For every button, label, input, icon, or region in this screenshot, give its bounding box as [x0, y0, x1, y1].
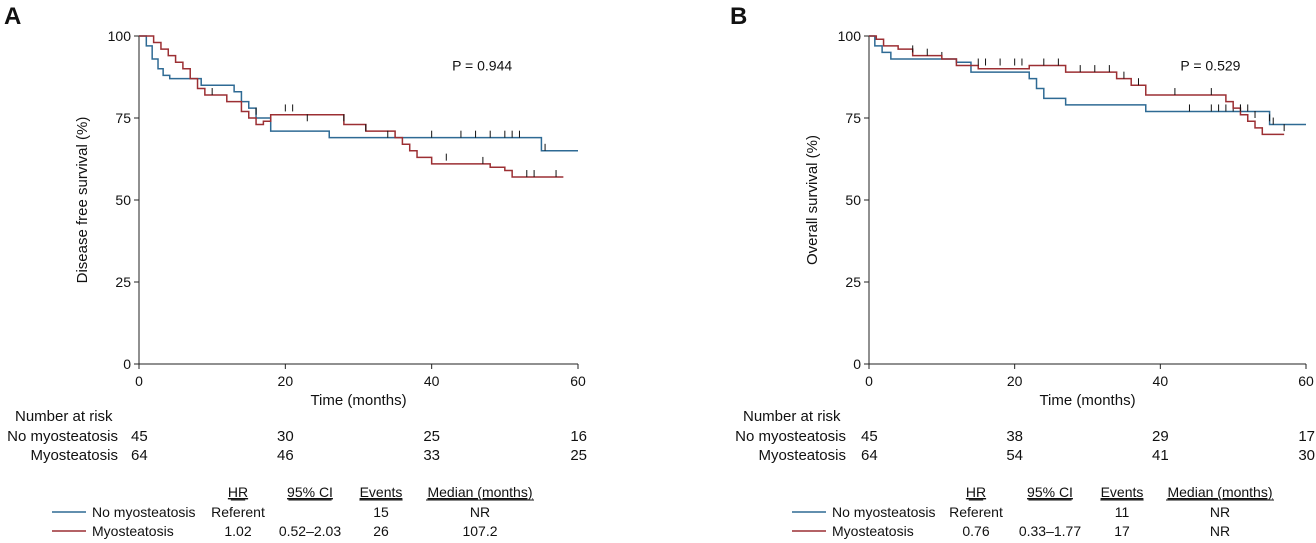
p-value: P = 0.944 — [452, 57, 512, 73]
risk-row-label: No myosteatosis — [735, 428, 846, 445]
summary-ci: 0.52–2.03 — [279, 523, 341, 539]
risk-value: 45 — [131, 428, 148, 445]
risk-value: 30 — [277, 428, 294, 445]
legend-label: Myosteatosis — [92, 523, 174, 539]
x-tick-label: 20 — [278, 373, 294, 389]
panel-letter: A — [4, 3, 21, 30]
risk-value: 41 — [1152, 447, 1169, 464]
series-line-no-myosteatosis — [869, 35, 1306, 126]
y-tick-label: 50 — [845, 192, 861, 208]
y-tick-label: 100 — [838, 28, 862, 44]
series-line-myosteatosis — [869, 35, 1285, 136]
summary-median: NR — [1210, 523, 1230, 539]
x-tick-label: 60 — [1298, 373, 1314, 389]
y-tick-label: 25 — [115, 274, 131, 290]
x-axis-label: Time (months) — [1039, 392, 1135, 409]
summary-events: 15 — [373, 504, 389, 520]
summary-ci: 0.33–1.77 — [1019, 523, 1081, 539]
y-tick-label: 75 — [115, 110, 131, 126]
summary-median: NR — [470, 504, 490, 520]
risk-value: 25 — [570, 447, 587, 464]
summary-hr: Referent — [211, 504, 265, 520]
summary-hr: Referent — [949, 504, 1003, 520]
y-tick-label: 75 — [845, 110, 861, 126]
y-axis-label: Disease free survival (%) — [74, 117, 91, 284]
y-tick-label: 0 — [123, 356, 131, 372]
y-axis-label: Overall survival (%) — [804, 135, 821, 265]
y-tick-label: 25 — [845, 274, 861, 290]
risk-row-label: Myosteatosis — [30, 447, 118, 464]
risk-value: 45 — [861, 428, 878, 445]
x-tick-label: 40 — [424, 373, 440, 389]
risk-value: 33 — [423, 447, 440, 464]
x-tick-label: 0 — [135, 373, 143, 389]
risk-row-label: Myosteatosis — [758, 447, 846, 464]
x-tick-label: 20 — [1007, 373, 1023, 389]
summary-hr: 1.02 — [224, 523, 251, 539]
risk-value: 46 — [277, 447, 294, 464]
summary-header: 95% CI — [1027, 484, 1073, 500]
risk-value: 25 — [423, 428, 440, 445]
summary-hr: 0.76 — [962, 523, 989, 539]
panel-a: A 0 25 50 75 100 0 20 40 60 Time (months) Disease f… — [4, 3, 587, 539]
summary-header: 95% CI — [287, 484, 333, 500]
series-line-no-myosteatosis — [139, 35, 578, 152]
y-tick-label: 0 — [853, 356, 861, 372]
x-tick-label: 40 — [1153, 373, 1169, 389]
risk-value: 30 — [1298, 447, 1315, 464]
risk-row-label: No myosteatosis — [7, 428, 118, 445]
summary-header: HR — [228, 484, 248, 500]
summary-events: 11 — [1115, 504, 1130, 520]
summary-median: 107.2 — [462, 523, 497, 539]
summary-events: 17 — [1114, 523, 1130, 539]
risk-value: 17 — [1298, 428, 1315, 445]
risk-value: 64 — [131, 447, 148, 464]
series-line-myosteatosis — [139, 35, 564, 178]
legend-label: Myosteatosis — [832, 523, 914, 539]
panel-b: B 0 25 50 75 100 0 20 40 60 Time (months) Overall s… — [730, 3, 1315, 539]
summary-header: Events — [360, 484, 403, 500]
legend-label: No myosteatosis — [92, 504, 195, 520]
risk-value: 54 — [1006, 447, 1023, 464]
p-value: P = 0.529 — [1180, 57, 1240, 73]
risk-value: 29 — [1152, 428, 1169, 445]
legend-label: No myosteatosis — [832, 504, 935, 520]
x-axis-label: Time (months) — [310, 392, 406, 409]
summary-events: 26 — [373, 523, 389, 539]
summary-header: HR — [966, 484, 986, 500]
risk-value: 16 — [570, 428, 587, 445]
summary-header: Median (months) — [427, 484, 532, 500]
summary-median: NR — [1210, 504, 1230, 520]
y-tick-label: 50 — [115, 192, 131, 208]
summary-header: Median (months) — [1167, 484, 1272, 500]
summary-header: Events — [1101, 484, 1144, 500]
risk-value: 38 — [1006, 428, 1023, 445]
x-tick-label: 0 — [865, 373, 873, 389]
y-tick-label: 100 — [108, 28, 132, 44]
risk-value: 64 — [861, 447, 878, 464]
panel-letter: B — [730, 3, 747, 30]
risk-table-title: Number at risk — [15, 408, 113, 425]
x-tick-label: 60 — [570, 373, 586, 389]
risk-table-title: Number at risk — [743, 408, 841, 425]
